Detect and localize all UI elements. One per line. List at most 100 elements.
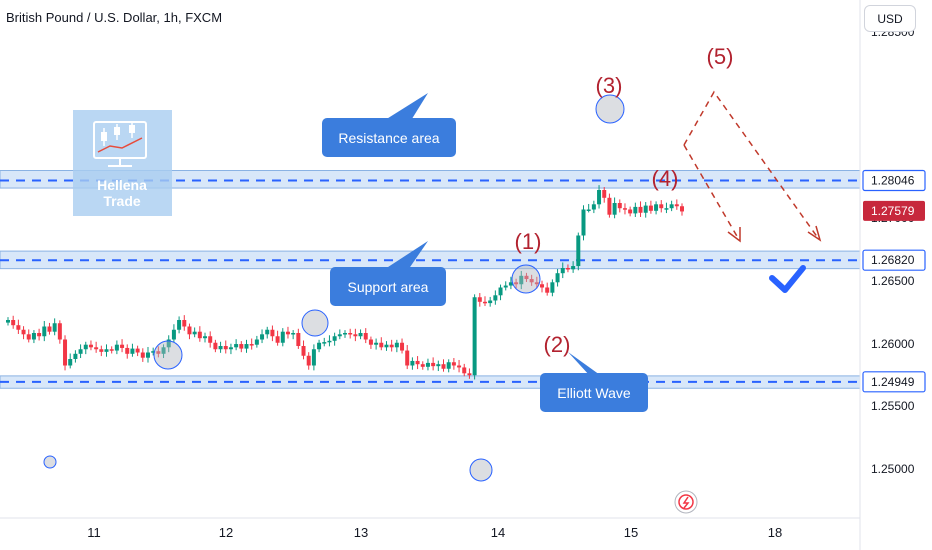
time-tick-label: 18 — [768, 525, 782, 540]
price-tag-label: 1.28046 — [871, 174, 915, 188]
candle-body — [674, 204, 679, 207]
candle-body — [643, 205, 648, 213]
candle-body — [534, 282, 539, 285]
candle-body — [565, 268, 570, 270]
time-tick-label: 14 — [491, 525, 505, 540]
candle-body — [265, 329, 270, 335]
candle-body — [94, 347, 99, 350]
price-tags: 1.28046 1.27579 1.26820 1.24949 — [862, 169, 926, 393]
candle-body — [441, 364, 446, 369]
chart-title: British Pound / U.S. Dollar, 1h, FXCM — [6, 10, 223, 25]
candle-body — [540, 284, 545, 288]
candle-body — [291, 333, 296, 335]
candle-body — [659, 204, 664, 209]
candle-body — [457, 365, 462, 368]
candle-body — [633, 206, 638, 214]
logo-line1: Hellena — [97, 177, 147, 193]
candle-body — [244, 344, 249, 349]
price-tag-label: 1.27579 — [871, 204, 915, 218]
candle-body — [57, 323, 62, 340]
candle-body — [368, 339, 373, 345]
price-tag-box — [862, 371, 926, 393]
candle-body — [669, 204, 674, 209]
price-tag-label: 1.26820 — [871, 253, 915, 267]
candle-body — [353, 334, 358, 337]
candle-body — [114, 344, 119, 351]
pivot-circle-0 — [153, 340, 183, 370]
candle-body — [104, 349, 109, 352]
candle-body — [337, 334, 342, 337]
candle-body — [571, 266, 576, 270]
candle-body — [482, 301, 487, 304]
candle-body — [203, 336, 208, 339]
candle-body — [197, 331, 202, 339]
candle-body — [363, 333, 368, 340]
checkmark-icon — [769, 265, 806, 293]
candle-body — [317, 342, 322, 350]
time-axis[interactable]: 11 12 13 14 15 18 — [87, 525, 782, 540]
candle-body — [125, 347, 130, 354]
candle-body — [508, 282, 513, 286]
candle-body — [607, 197, 612, 215]
candle-body — [130, 348, 135, 354]
candle-body — [389, 344, 394, 348]
time-tick-label: 12 — [219, 525, 233, 540]
candle-body — [213, 342, 218, 350]
candle-body — [664, 208, 669, 210]
candle-body — [348, 333, 353, 335]
candle-body — [514, 282, 519, 285]
lightning-icon[interactable] — [674, 490, 698, 514]
wave-projection — [683, 90, 822, 243]
candle-body — [301, 346, 306, 356]
candle-body — [135, 348, 140, 353]
candle-body — [145, 352, 150, 358]
candle-body — [451, 362, 456, 366]
time-tick-label: 11 — [87, 525, 101, 540]
candle-body — [431, 362, 436, 367]
candle-body — [88, 344, 93, 348]
callout-resistance: Resistance area — [322, 93, 456, 157]
candle-body — [545, 287, 550, 293]
candle-body — [156, 351, 161, 354]
candle-body — [472, 297, 477, 376]
candle-body — [602, 190, 607, 198]
callout-elliott-label: Elliott Wave — [557, 385, 631, 401]
projection-path-down — [683, 144, 739, 239]
candle-body — [394, 342, 399, 348]
candle-body — [83, 344, 88, 350]
candle-body — [622, 208, 627, 210]
candle-body — [576, 235, 581, 267]
candle-body — [503, 285, 508, 288]
pivot-circle-5 — [43, 455, 57, 469]
wave-label-1: (1) — [515, 229, 542, 254]
candle-body — [524, 275, 529, 280]
candle-body — [384, 344, 389, 348]
time-tick-label: 15 — [624, 525, 638, 540]
candle-body — [581, 209, 586, 236]
price-tag-box — [862, 169, 926, 192]
candle-body — [374, 342, 379, 345]
candle-body — [42, 326, 47, 337]
candle-body — [591, 204, 596, 210]
price-tick-label: 1.26500 — [871, 274, 915, 288]
candle-body — [177, 320, 182, 330]
candle-body — [550, 282, 555, 293]
candle-body — [586, 209, 591, 211]
candle-body — [597, 190, 602, 205]
candle-body — [436, 364, 441, 367]
logo-line2: Trade — [103, 193, 141, 209]
candle-body — [11, 320, 16, 326]
candle-body — [311, 349, 316, 366]
candle-body — [223, 346, 228, 350]
candle-body — [37, 333, 42, 337]
candle-body — [612, 203, 617, 215]
candle-body — [192, 331, 197, 335]
candle-body — [275, 336, 280, 343]
candle-body — [306, 355, 311, 366]
candle-body — [254, 339, 259, 345]
projection-path-5 — [683, 90, 819, 239]
candle-body — [322, 342, 327, 344]
candle-body — [425, 362, 430, 367]
currency-button[interactable]: USD — [864, 5, 916, 32]
